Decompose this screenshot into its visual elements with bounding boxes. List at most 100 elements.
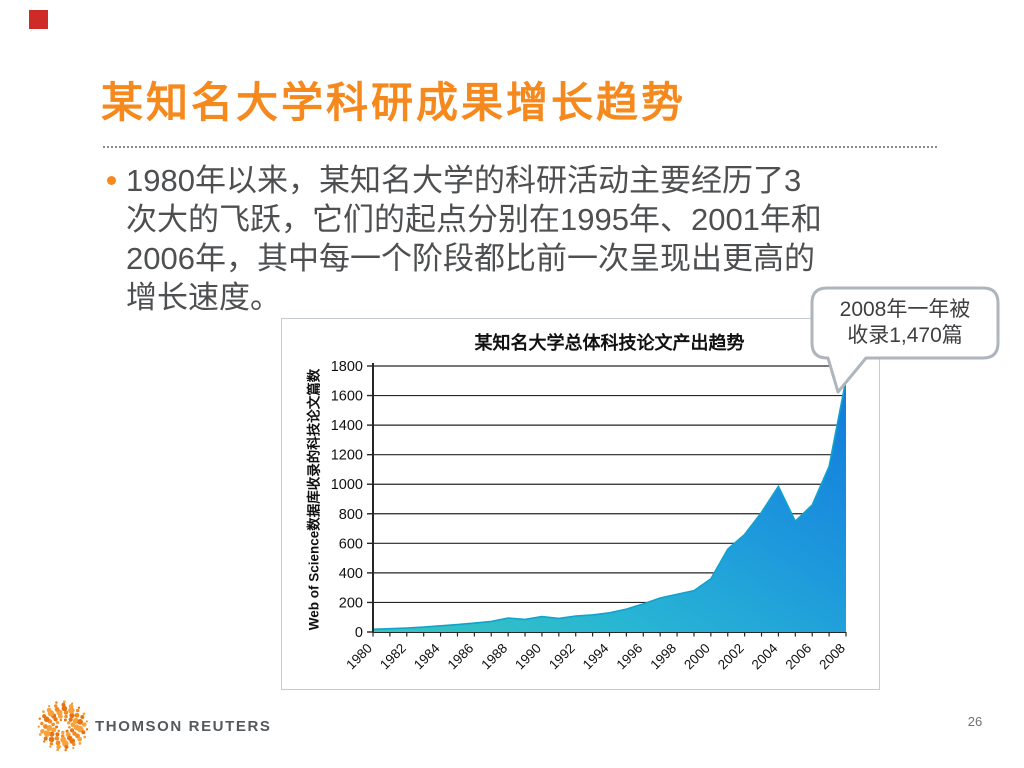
logo-dot bbox=[49, 742, 54, 746]
logo-dot bbox=[55, 720, 60, 725]
y-tick-label-1400: 1400 bbox=[331, 418, 363, 434]
logo-dot bbox=[43, 740, 46, 743]
y-tick-label-800: 800 bbox=[339, 507, 363, 523]
logo-dot bbox=[77, 725, 84, 733]
logo-dot bbox=[69, 728, 75, 733]
x-tick-label-1998: 1998 bbox=[647, 641, 679, 673]
logo-dot bbox=[62, 700, 66, 704]
logo-dot bbox=[66, 721, 71, 725]
logo-dot bbox=[77, 736, 82, 742]
logo-dot bbox=[46, 724, 53, 731]
logo-dot bbox=[42, 714, 47, 719]
bullet-line-2: 次大的飞跃，它们的起点分别在1995年、2001年和 bbox=[126, 202, 822, 237]
logo-dot bbox=[55, 732, 60, 737]
slide-title: 某知名大学科研成果增长趋势 bbox=[101, 79, 687, 126]
area-series-edge bbox=[372, 379, 847, 631]
brand-name: THOMSON REUTERS bbox=[95, 718, 272, 735]
chart-title: 某知名大学总体科技论文产出趋势 bbox=[474, 333, 745, 353]
y-tick-label-0: 0 bbox=[355, 625, 363, 641]
chart-panel: 0 200 400 600 800 1000 1200 1400 1600 1800 1980 198… bbox=[281, 318, 880, 690]
x-tick-label-1994: 1994 bbox=[580, 640, 612, 672]
logo-dot bbox=[76, 708, 80, 713]
logo-dot bbox=[40, 721, 44, 726]
logo-dot bbox=[46, 707, 52, 713]
logo-dot bbox=[61, 730, 65, 735]
thomson-reuters-logo-icon bbox=[37, 700, 89, 752]
logo-dot bbox=[51, 727, 57, 733]
callout-text: 2008年一年被 收录1,470篇 bbox=[812, 297, 998, 349]
logo-dot bbox=[74, 712, 80, 718]
logo-dot bbox=[68, 704, 74, 709]
logo-dot bbox=[69, 712, 75, 719]
logo-dot bbox=[43, 736, 48, 741]
logo-dot bbox=[61, 702, 66, 707]
logo-dot bbox=[78, 742, 82, 745]
callout-line-1: 2008年一年被 bbox=[839, 298, 971, 321]
page-number: 26 bbox=[967, 714, 983, 729]
logo-dot bbox=[71, 702, 74, 705]
logo-dot bbox=[55, 725, 59, 729]
logo-dot bbox=[69, 738, 76, 744]
x-tick-label-1984: 1984 bbox=[411, 640, 443, 672]
logo-dot bbox=[72, 746, 75, 749]
logo-dot bbox=[42, 710, 45, 713]
logo-dot bbox=[43, 730, 51, 737]
x-tick-label-1992: 1992 bbox=[546, 641, 578, 673]
callout-line-2: 收录1,470篇 bbox=[847, 324, 963, 347]
x-tick-label-1980: 1980 bbox=[343, 641, 375, 673]
logo-dot bbox=[72, 742, 76, 747]
x-tick-label-2002: 2002 bbox=[715, 641, 747, 673]
logo-dot bbox=[82, 712, 86, 716]
brand-footer: THOMSON REUTERS bbox=[36, 699, 336, 755]
logo-dot bbox=[68, 717, 73, 722]
logo-dot bbox=[62, 740, 69, 747]
logo-dot bbox=[55, 740, 61, 746]
x-tick-label-2006: 2006 bbox=[782, 641, 814, 673]
callout-bubble bbox=[810, 286, 1000, 394]
logo-dot bbox=[54, 736, 60, 741]
logo-dot bbox=[83, 735, 87, 739]
logo-dot bbox=[63, 718, 67, 722]
y-tick-label-400: 400 bbox=[339, 566, 363, 582]
bullet-marker bbox=[107, 176, 116, 185]
logo-dot bbox=[56, 744, 61, 750]
logo-dot bbox=[48, 705, 51, 708]
y-tick-label-1600: 1600 bbox=[331, 389, 363, 405]
y-tick-label-1800: 1800 bbox=[331, 359, 363, 375]
logo-dot bbox=[85, 720, 88, 723]
x-tick-label-2008: 2008 bbox=[816, 641, 848, 673]
logo-dot bbox=[77, 719, 83, 725]
bullet-line-3: 2006年，其中每一个阶段都比前一次呈现出更高的 bbox=[126, 241, 815, 276]
logo-dot bbox=[40, 729, 45, 734]
area-series bbox=[373, 379, 846, 632]
logo-dot bbox=[48, 736, 55, 743]
logo-dot bbox=[56, 748, 60, 752]
dotted-divider bbox=[103, 146, 937, 148]
logo-dot bbox=[63, 710, 69, 715]
logo-dot bbox=[75, 733, 80, 739]
logo-dot bbox=[54, 707, 60, 712]
x-tick-label-1986: 1986 bbox=[445, 641, 477, 673]
logo-dot bbox=[64, 714, 68, 719]
x-tick-label-2004: 2004 bbox=[749, 640, 781, 672]
logo-dot bbox=[43, 724, 48, 729]
bullet-paragraph: 1980年以来，某知名大学的科研活动主要经历了3 次大的飞跃，它们的起点分别在1… bbox=[126, 161, 916, 317]
logo-dot bbox=[64, 748, 67, 752]
x-tick-label-1982: 1982 bbox=[377, 641, 409, 673]
callout-bubble-shape bbox=[810, 286, 1000, 394]
logo-dot bbox=[51, 722, 55, 727]
logo-dot bbox=[81, 730, 86, 735]
y-axis-title: Web of Science数据库收录的科技论文篇数 bbox=[306, 368, 322, 631]
x-tick-label-1996: 1996 bbox=[614, 641, 646, 673]
logo-dot bbox=[55, 701, 58, 704]
x-tick-label-2000: 2000 bbox=[681, 641, 713, 673]
y-tick-label-1000: 1000 bbox=[331, 477, 363, 493]
logo-dot bbox=[54, 704, 58, 708]
logo-dot bbox=[38, 733, 42, 736]
x-tick-label-1990: 1990 bbox=[512, 641, 544, 673]
logo-dot bbox=[77, 706, 81, 709]
logo-dot bbox=[49, 745, 52, 748]
logo-dot bbox=[57, 729, 60, 733]
